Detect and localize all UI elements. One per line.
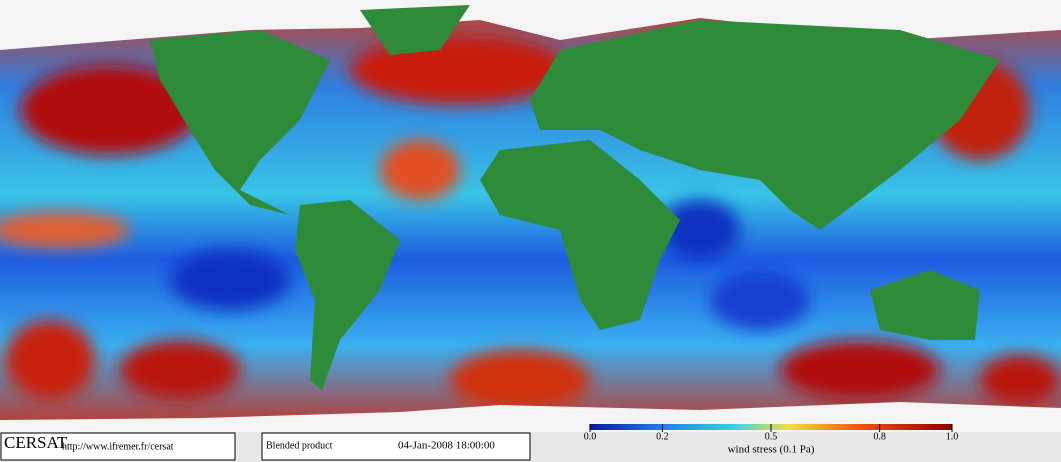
north-america [150,30,330,215]
arctic-ice [0,0,1061,50]
africa [480,140,680,330]
south-america [295,200,400,390]
colorbar-label: wind stress (0.1 Pa) [728,444,815,456]
colorbar-tick-label: 0.5 [765,431,778,442]
url: http://www.ifremer.fr/cersat [62,441,174,452]
logo-box [0,432,236,461]
product: Blended product [266,440,333,451]
greenland [360,5,470,55]
datetime: 04-Jan-2008 18:00:00 [398,440,495,452]
colorbar-tick-label: 1.0 [946,431,959,442]
logo: CERSAT [4,433,68,452]
australia [870,270,980,340]
product-box [261,432,531,461]
colorbar-tick-label: 0.0 [584,431,597,442]
eurasia [530,20,1000,230]
colorbar-tick-label: 0.2 [656,431,669,442]
colorbar-tick-label: 0.8 [873,431,886,442]
